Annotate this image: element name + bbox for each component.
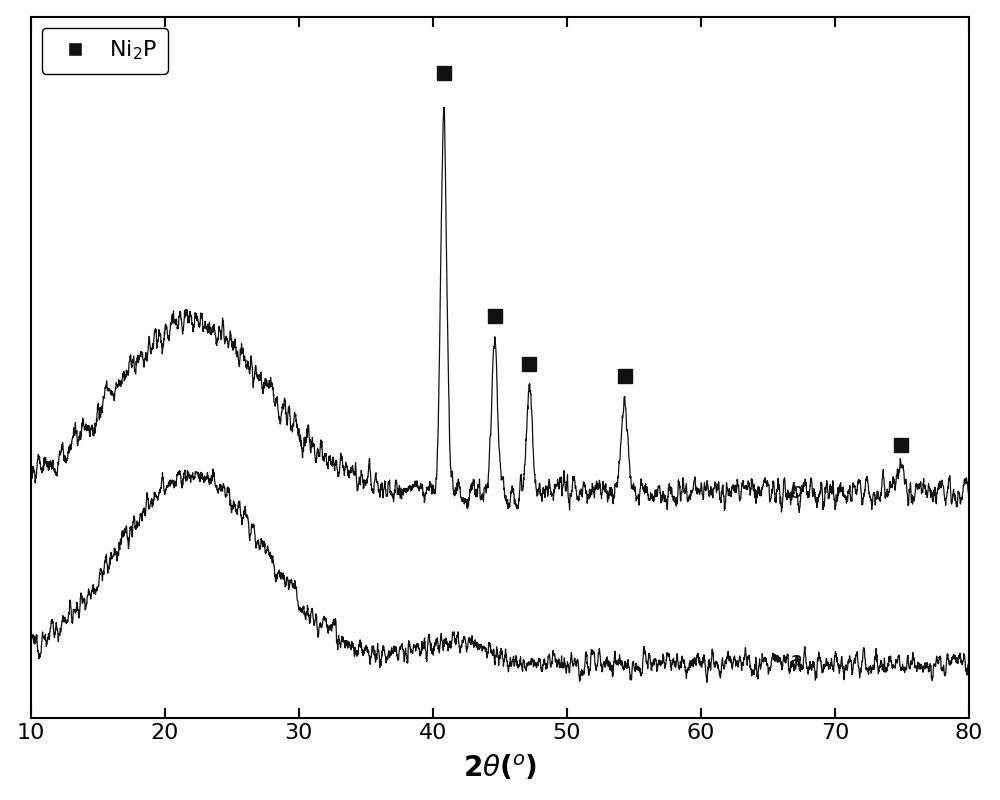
Legend: Ni$_2$P: Ni$_2$P bbox=[42, 28, 168, 74]
X-axis label: 2$\theta$($^o$): 2$\theta$($^o$) bbox=[463, 754, 537, 783]
Text: b: b bbox=[788, 482, 802, 502]
Text: a: a bbox=[788, 650, 802, 670]
